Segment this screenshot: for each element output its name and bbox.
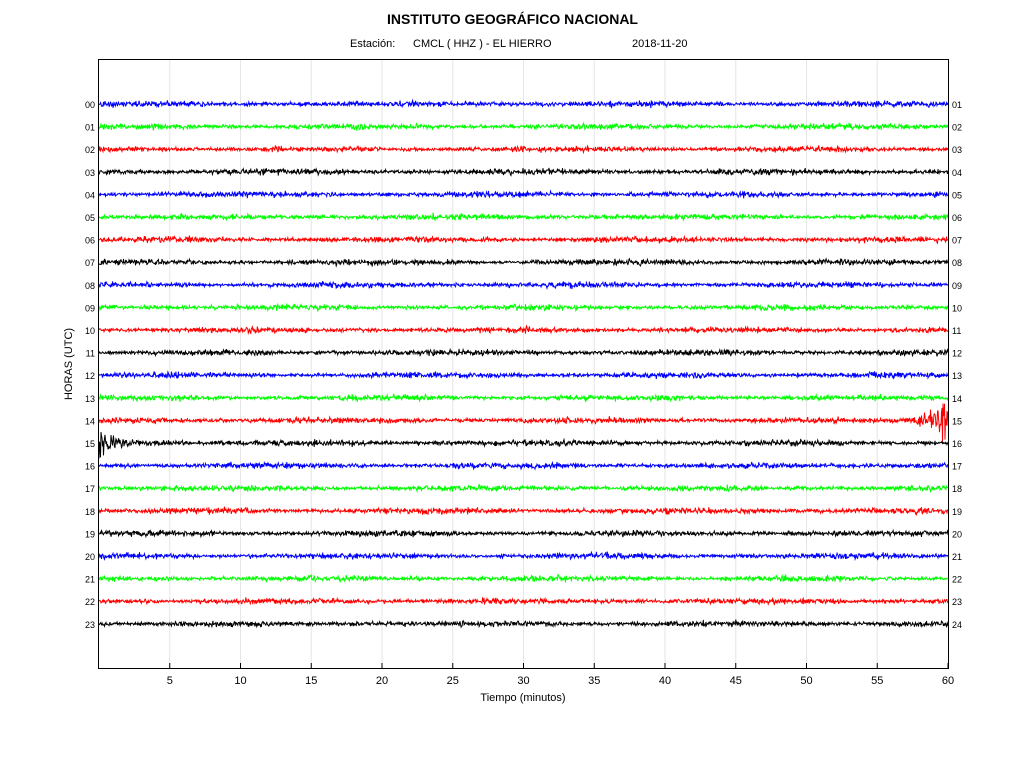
hour-label-right: 18: [952, 484, 962, 494]
trace-hour-14: [98, 403, 949, 443]
record-date: 2018-11-20: [632, 38, 688, 50]
trace-hour-12: [98, 370, 949, 380]
hour-label-right: 09: [952, 281, 962, 291]
hour-label-right: 07: [952, 236, 962, 246]
station-label: Estación:: [350, 38, 396, 50]
hour-label-left: 03: [85, 168, 95, 178]
plot-frame: [98, 59, 949, 669]
trace-hour-19: [98, 528, 949, 539]
hour-label-left: 11: [86, 349, 95, 359]
hour-label-left: 05: [85, 213, 95, 223]
trace-hour-06: [98, 234, 949, 245]
hour-label-right: 19: [952, 507, 962, 517]
hour-label-left: 10: [85, 326, 95, 336]
trace-hour-15: [98, 432, 949, 459]
hour-label-left: 01: [85, 123, 95, 133]
trace-hour-22: [98, 596, 949, 607]
trace-hour-05: [98, 212, 949, 222]
trace-hour-03: [98, 167, 949, 177]
hour-label-left: 17: [85, 484, 95, 494]
hour-label-right: 10: [952, 303, 962, 313]
trace-hour-21: [98, 573, 949, 584]
trace-hour-10: [98, 324, 949, 335]
hour-label-right: 12: [952, 349, 962, 359]
x-tick-label: 40: [659, 675, 671, 687]
hour-label-right: 20: [952, 529, 962, 539]
trace-hour-13: [98, 393, 949, 403]
chart-title: INSTITUTO GEOGRÁFICO NACIONAL: [387, 11, 638, 27]
trace-hour-04: [98, 189, 949, 200]
hour-label-left: 09: [85, 303, 95, 313]
hour-label-right: 21: [952, 552, 962, 562]
grid-lines: [169, 60, 878, 668]
trace-hour-02: [98, 144, 949, 155]
y-axis-label: HORAS (UTC): [63, 328, 75, 400]
x-tick-label: 5: [167, 675, 173, 687]
hour-label-left: 04: [85, 190, 95, 200]
hour-label-right: 05: [952, 190, 962, 200]
hour-label-left: 16: [85, 462, 95, 472]
trace-hour-11: [98, 347, 949, 358]
hour-label-right: 24: [952, 620, 962, 630]
hour-label-left: 02: [85, 145, 95, 155]
hour-label-right: 11: [952, 326, 961, 336]
trace-hour-07: [98, 257, 949, 268]
hour-label-right: 13: [952, 371, 962, 381]
trace-hour-18: [98, 506, 948, 517]
hour-label-left: 21: [85, 575, 95, 585]
x-tick-label: 10: [234, 675, 246, 687]
hour-label-right: 16: [952, 439, 962, 449]
hour-label-left: 18: [85, 507, 95, 517]
x-tick-label: 45: [730, 675, 742, 687]
hour-label-left: 06: [85, 236, 95, 246]
x-axis-ticks: 5 10 15 20 25 30 35 40 45 50 55 60: [167, 663, 954, 687]
x-tick-label: 60: [942, 675, 954, 687]
hour-label-left: 15: [85, 439, 95, 449]
x-tick-label: 25: [447, 675, 459, 687]
hour-label-right: 17: [952, 462, 962, 472]
hour-label-left: 12: [85, 371, 95, 381]
trace-hour-01: [98, 121, 949, 132]
trace-hour-16: [98, 460, 949, 471]
hour-label-left: 23: [85, 620, 95, 630]
hour-label-left: 20: [85, 552, 95, 562]
hour-label-left: 08: [85, 281, 95, 291]
hour-label-right: 22: [952, 575, 962, 585]
x-tick-label: 20: [376, 675, 388, 687]
hour-label-left: 14: [85, 416, 95, 426]
x-tick-label: 55: [871, 675, 883, 687]
hour-label-left: 19: [85, 529, 95, 539]
x-tick-label: 50: [800, 675, 812, 687]
hour-label-right: 23: [952, 597, 962, 607]
hour-label-left: 22: [85, 597, 95, 607]
station-name: CMCL ( HHZ ) - EL HIERRO: [413, 38, 552, 50]
seismic-traces: [98, 98, 949, 629]
hour-label-left: 00: [85, 100, 95, 110]
trace-hour-20: [98, 550, 949, 562]
x-tick-label: 35: [588, 675, 600, 687]
x-axis-label: Tiempo (minutos): [480, 692, 565, 704]
hour-label-right: 04: [952, 168, 962, 178]
hour-label-right: 03: [952, 145, 962, 155]
hour-label-right: 08: [952, 258, 962, 268]
hour-label-right: 15: [952, 416, 962, 426]
trace-hour-08: [98, 280, 949, 290]
hour-labels: 00 01 01 02 02 03 03 04 04 05 05 06 06 07 07 08 08 09 09 10…: [85, 100, 962, 630]
trace-hour-23: [98, 619, 949, 629]
x-tick-label: 15: [305, 675, 317, 687]
hour-label-right: 02: [952, 123, 962, 133]
hour-label-left: 13: [85, 394, 95, 404]
hour-label-right: 01: [952, 100, 962, 110]
trace-hour-00: [98, 98, 949, 109]
hour-label-left: 07: [85, 258, 95, 268]
chart-subtitle: Estación: CMCL ( HHZ ) - EL HIERRO 2018-…: [0, 38, 1025, 52]
hour-label-right: 06: [952, 213, 962, 223]
trace-hour-09: [98, 302, 949, 313]
trace-hour-17: [98, 483, 949, 494]
hour-label-right: 14: [952, 394, 962, 404]
x-tick-label: 30: [517, 675, 529, 687]
